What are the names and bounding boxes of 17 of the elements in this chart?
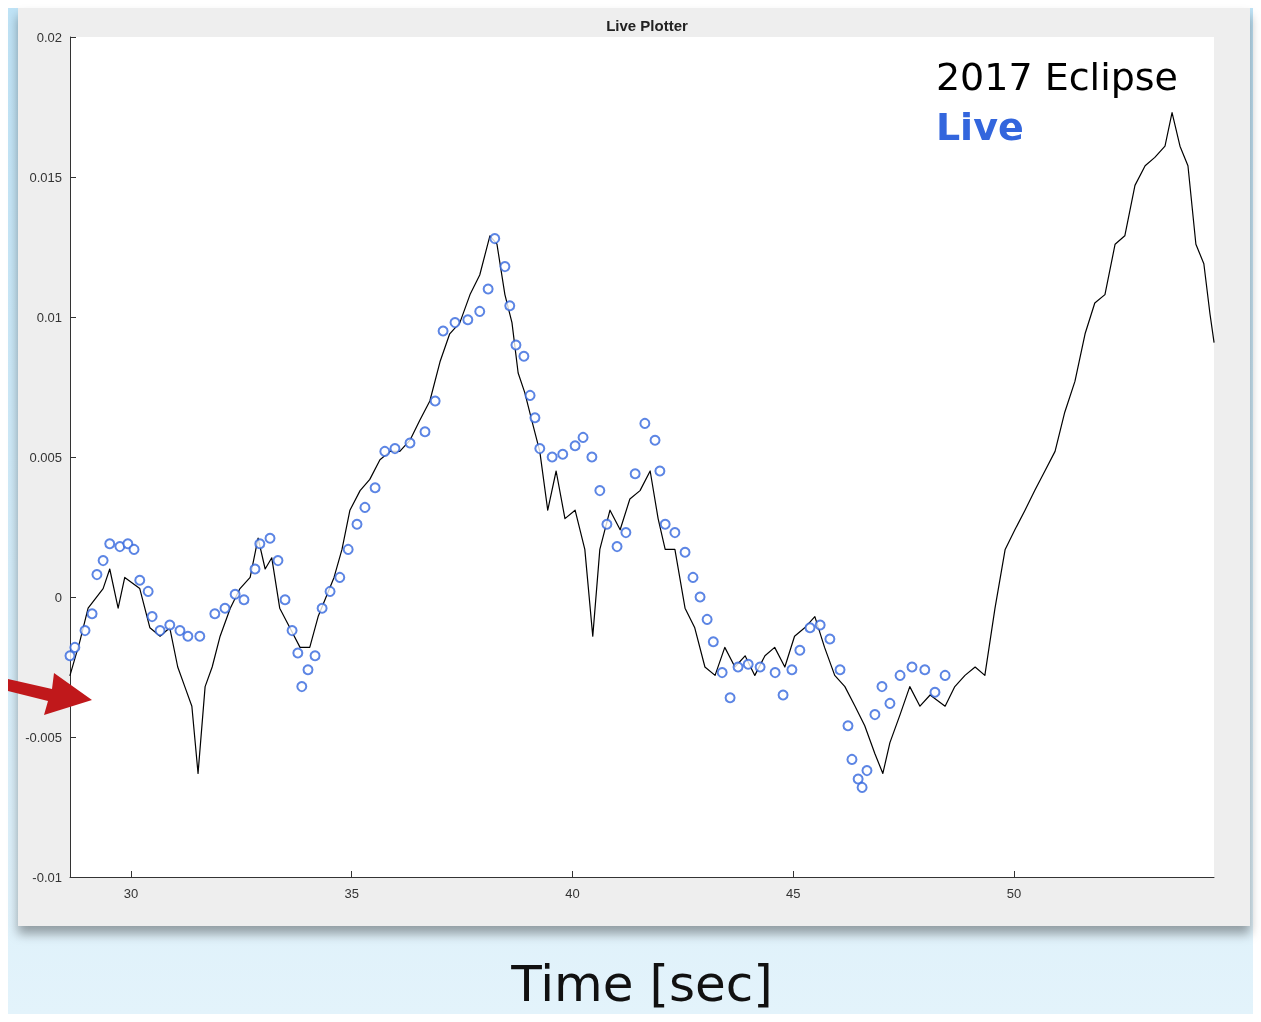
x-axis-title: Time [sec] <box>510 955 773 1013</box>
y-tick-label: -0.005 <box>25 729 62 745</box>
y-tick-label: 0.02 <box>36 29 62 45</box>
y-tick-label: 0.005 <box>29 449 62 465</box>
text: Live <box>935 105 1024 149</box>
y-tick-label: 0.015 <box>29 169 62 185</box>
y-tick-label: 0.01 <box>36 309 62 325</box>
line-series <box>69 112 1215 774</box>
x-tick-label: 45 <box>785 886 801 901</box>
x-tick-label: 35 <box>344 886 359 901</box>
x-tick-label: 30 <box>123 886 139 901</box>
series-label: 2017 Eclipse <box>935 55 1179 99</box>
chart-title: Live Plotter <box>606 17 689 34</box>
y-tick-label: -0.01 <box>32 869 62 885</box>
x-tick-label: 40 <box>565 886 580 901</box>
x-tick-label: 50 <box>1006 886 1022 901</box>
y-tick-label: 0 <box>54 589 62 605</box>
